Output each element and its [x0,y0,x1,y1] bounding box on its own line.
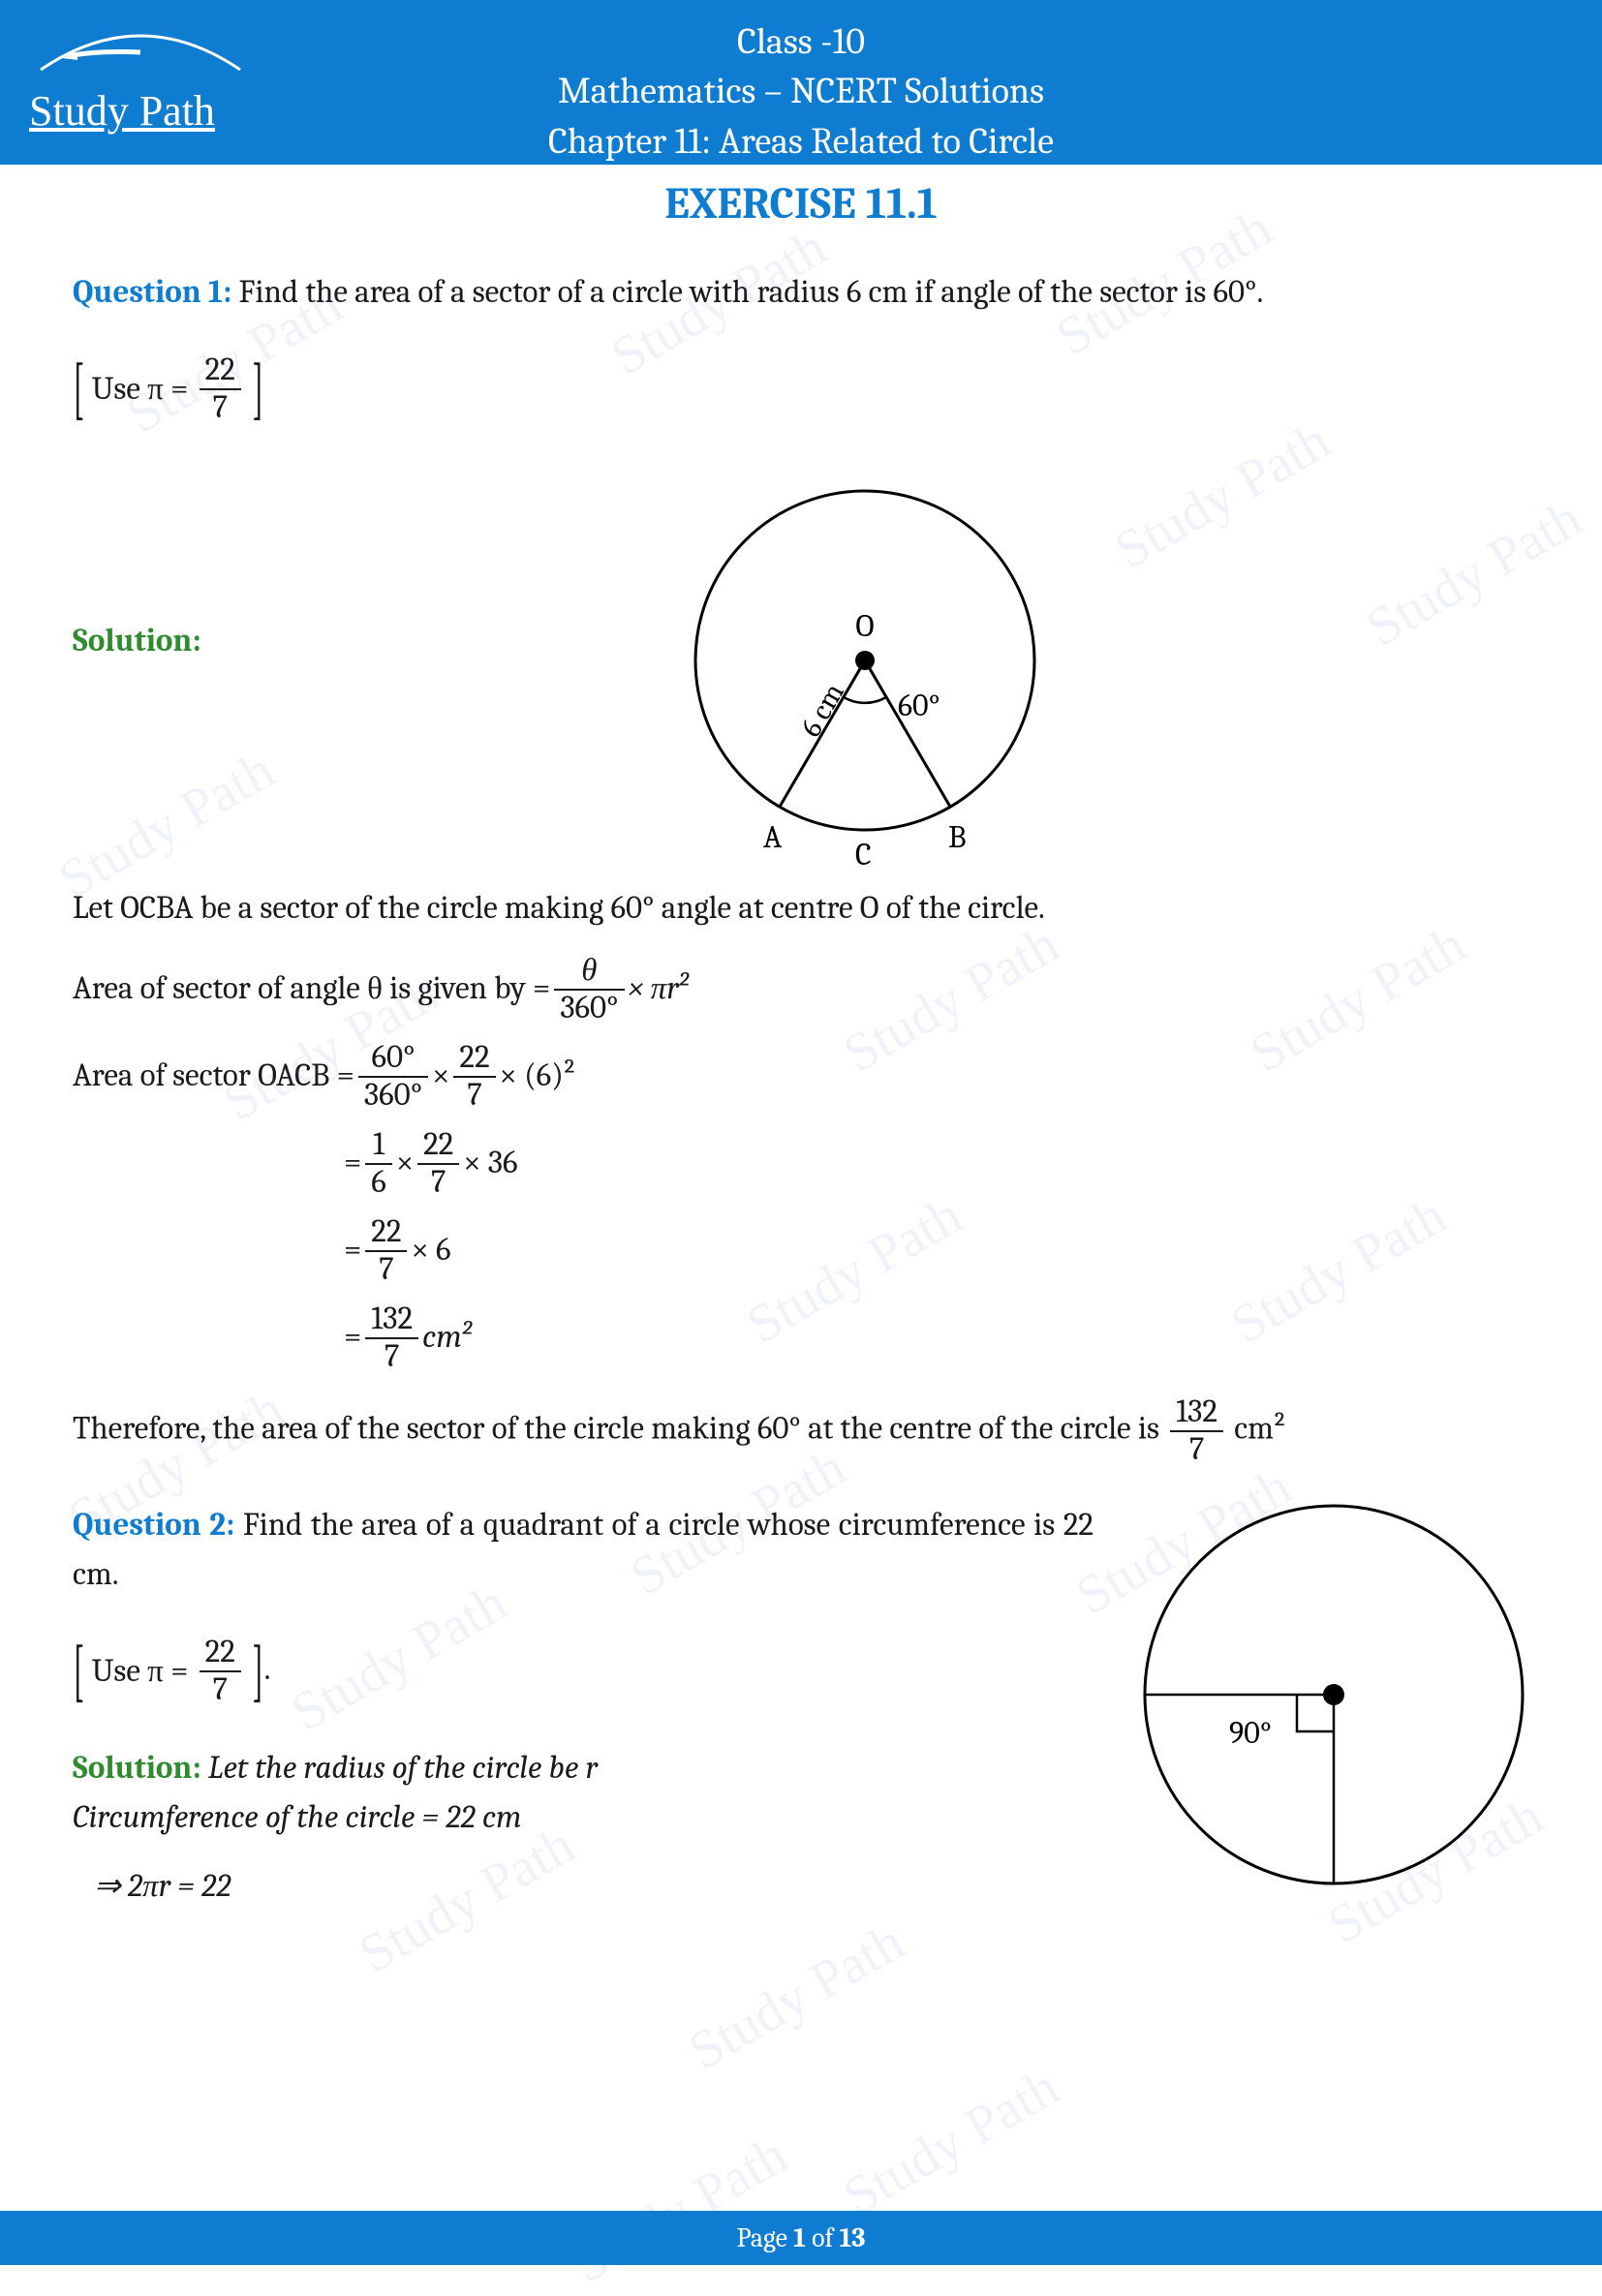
rbracket2-icon: ] [252,1619,263,1725]
s3n: 22 [365,1214,407,1252]
s2bd: 7 [417,1165,459,1201]
concl-frac: 1327 [1166,1394,1227,1468]
s2b: 227 [414,1127,463,1201]
s4n: 132 [365,1301,418,1339]
q2-use-pi-post: . [264,1651,271,1688]
svg-text:A: A [763,819,783,855]
calc2-frac: 227 [449,1040,499,1114]
q2-sol3: ⇒ 2πr = 22 [94,1862,1094,1912]
q1-line-after: Let OCBA be a sector of the circle makin… [73,884,1529,934]
q1-formula: Area of sector of angle θ is given by = … [73,953,1529,1026]
s2an: 1 [365,1127,392,1165]
q1-step2: = 16 × 227 × 36 [344,1127,1529,1201]
cd: 7 [1170,1432,1223,1468]
q1-conclusion: Therefore, the area of the sector of the… [73,1394,1529,1468]
cn: 132 [1170,1394,1223,1432]
q2-use-pi: [ Use π = 227 ]. [73,1619,1094,1725]
q2-solution-label: Solution: [73,1750,201,1787]
formula-lead: Area of sector of angle θ is given by = [73,964,550,1014]
eq2: = [344,1139,361,1188]
concl-tail: cm² [1234,1411,1286,1448]
q1-solution-label: Solution: [73,623,201,659]
q2pn: 22 [200,1635,241,1672]
q1-step3: = 227 × 6 [344,1214,1529,1288]
svg-text:B: B [948,819,967,855]
rbracket-icon: ] [252,337,263,443]
c1d: 360° [358,1078,428,1114]
footer-total: 13 [839,2222,865,2253]
formula-frac: θ360° [550,953,628,1026]
concl-pre: Therefore, the area of the sector of the… [73,1411,1166,1448]
header-bar: Study Path Class -10 Mathematics – NCERT… [0,0,1602,165]
logo-swoosh-icon [29,19,252,87]
footer-page: 1 [793,2222,806,2253]
q2pd: 7 [200,1672,241,1708]
q1-sol-fig-row: Solution: O 60° A B C 6 cm [73,462,1529,884]
s3t: × 6 [411,1226,450,1275]
c2n: 22 [453,1040,495,1078]
page: Study PathStudy PathStudy PathStudy Path… [0,0,1602,2265]
formula-num: θ [554,953,624,991]
footer-bar: Page 1 of 13 [0,2211,1602,2265]
watermark-text: Study Path [562,2124,798,2296]
footer-mid: of [806,2222,840,2253]
s4: 1327 [361,1301,422,1375]
q2-label: Question 2: [73,1507,234,1544]
s4t: cm² [422,1313,471,1362]
calc-lead: Area of sector OACB = [73,1052,354,1101]
formula-den: 360° [554,991,624,1026]
svg-text:90°: 90° [1229,1715,1272,1751]
svg-text:C: C [855,837,872,869]
logo-text: Study Path [29,86,252,136]
q2-row: Question 2: Find the area of a quadrant … [73,1501,1529,1943]
q1-step4: = 1327 cm² [344,1301,1529,1375]
s2a: 16 [361,1127,396,1201]
s3d: 7 [365,1252,407,1288]
times1: × [432,1052,449,1101]
q1-use-pi: [ Use π = 227 ] [73,337,1529,443]
q1-question: Question 1: Find the area of a sector of… [73,268,1529,318]
s2t: × 36 [463,1139,517,1188]
use-pi-text: Use π = [92,365,189,414]
q1-label: Question 1: [73,274,231,311]
q1-circle-icon: O 60° A B C 6 cm [662,462,1068,869]
lbracket2-icon: [ [73,1619,84,1725]
s4d: 7 [365,1339,418,1375]
q1-diagram: O 60° A B C 6 cm [662,462,1068,884]
pi-fraction: 227 [196,352,245,426]
times2: × [396,1139,414,1188]
q2-use-pi-text: Use π = [92,1647,189,1697]
q2-sol1: Let the radius of the circle be r [201,1750,598,1787]
q1-text: Find the area of a sector of a circle wi… [231,274,1263,311]
svg-text:60°: 60° [898,688,940,723]
lbracket-icon: [ [73,337,84,443]
q1-calc1: Area of sector OACB = 60°360° × 227 × (6… [73,1040,1529,1114]
svg-text:6 cm: 6 cm [794,677,851,742]
calc-tail: × (6)² [500,1052,577,1101]
pi-num: 22 [200,352,241,390]
eq3: = [344,1226,361,1275]
eq4: = [344,1313,361,1362]
c1n: 60° [358,1040,428,1078]
content-area: Question 1: Find the area of a sector of… [0,230,1602,1943]
watermark-text: Study Path [833,2056,1069,2228]
q2-sol2: Circumference of the circle = 22 cm [73,1799,522,1836]
formula-tail: × πr² [629,964,689,1014]
pi-den: 7 [200,390,241,426]
q2-circle-icon: 90° [1123,1501,1529,1927]
q2-pi-frac: 227 [196,1635,245,1708]
svg-text:O: O [856,608,875,644]
s2bn: 22 [417,1127,459,1165]
s2ad: 6 [365,1165,392,1201]
exercise-title: EXERCISE 11.1 [0,178,1602,230]
q2-diagram: 90° [1123,1501,1529,1943]
s3: 227 [361,1214,411,1288]
c2d: 7 [453,1078,495,1114]
q2-question: Question 2: Find the area of a quadrant … [73,1501,1094,1600]
footer-pre: Page [737,2222,794,2253]
calc1-frac: 60°360° [354,1040,432,1114]
logo: Study Path [29,19,252,136]
q2-sol: Solution: Let the radius of the circle b… [73,1744,1094,1843]
q2-left: Question 2: Find the area of a quadrant … [73,1501,1123,1931]
